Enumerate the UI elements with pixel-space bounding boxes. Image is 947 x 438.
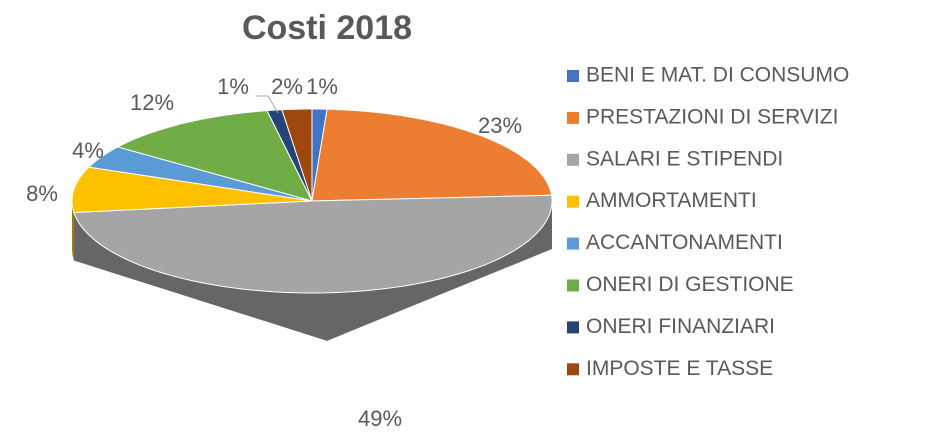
- legend-label: SALARI E STIPENDI: [586, 147, 783, 170]
- legend-swatch: [567, 237, 579, 250]
- slice-side: [72, 201, 74, 261]
- legend-label: AMMORTAMENTI: [586, 189, 757, 212]
- legend-swatch: [567, 363, 579, 376]
- slice: [71, 166, 313, 214]
- legend-swatch: [567, 195, 579, 208]
- legend-label: PRESTAZIONI DI SERVIZI: [586, 105, 838, 128]
- data-label: 2%: [271, 74, 303, 99]
- data-label: 1%: [306, 74, 338, 99]
- slice-side: [73, 201, 552, 341]
- slice: [73, 194, 553, 294]
- slice: [311, 108, 553, 202]
- legend-swatch: [567, 153, 579, 166]
- data-label: 23%: [478, 113, 522, 138]
- legend-swatch: [567, 279, 579, 292]
- legend-label: ONERI FINANZIARI: [586, 315, 775, 338]
- legend-label: ONERI DI GESTIONE: [586, 273, 794, 296]
- slice: [116, 110, 313, 202]
- legend-label: IMPOSTE E TASSE: [586, 357, 773, 380]
- data-label: 8%: [26, 181, 58, 206]
- legend-label: ACCANTONAMENTI: [586, 231, 783, 254]
- data-label: 49%: [358, 406, 402, 431]
- legend-swatch: [567, 111, 579, 124]
- data-label: 12%: [130, 90, 174, 115]
- legend-swatch: [567, 70, 579, 82]
- legend-label: BENI E MAT. DI CONSUMO: [586, 64, 849, 87]
- leader-line: [256, 95, 279, 114]
- chart-title: Costi 2018: [242, 9, 412, 47]
- data-label: 1%: [217, 74, 249, 99]
- data-label: 4%: [72, 138, 104, 163]
- legend-swatch: [567, 321, 579, 334]
- slice: [281, 108, 313, 202]
- slice: [87, 146, 313, 202]
